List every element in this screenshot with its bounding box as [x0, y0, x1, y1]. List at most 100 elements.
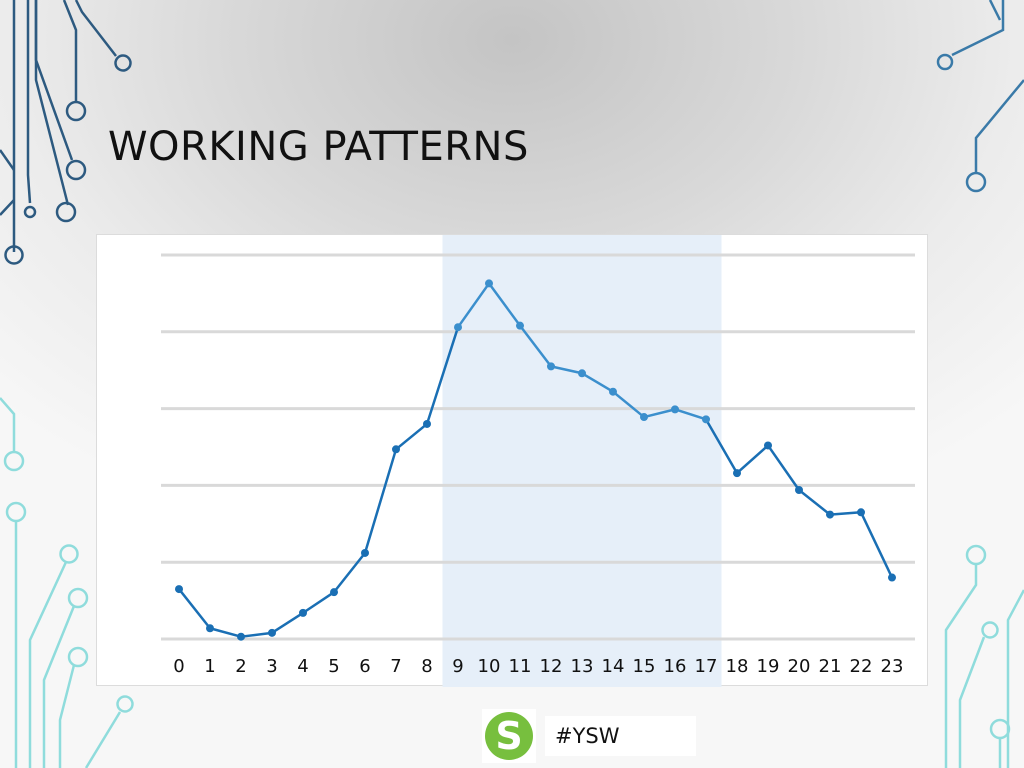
series-line-segment — [735, 444, 770, 475]
data-point — [888, 573, 896, 582]
x-tick-label: 1 — [204, 656, 215, 677]
data-point — [702, 415, 710, 424]
highlight-band — [442, 235, 722, 687]
series-line-segment — [642, 408, 677, 419]
series-line-segment — [270, 611, 305, 635]
circuit-node — [23, 205, 37, 219]
circuit-node — [5, 501, 27, 523]
data-point — [361, 548, 369, 557]
x-tick-label: 19 — [757, 656, 780, 677]
slide-title: WORKING PATTERNS — [108, 124, 529, 170]
circuit-node — [114, 54, 132, 72]
circuit-node — [936, 53, 954, 71]
series-line-segment — [332, 551, 367, 594]
circuit-node — [989, 718, 1011, 740]
series-line-segment — [797, 488, 832, 516]
circuit-node — [55, 201, 77, 223]
x-tick-label: 23 — [881, 656, 904, 677]
circuit-line — [974, 79, 1024, 172]
logo-icon: S — [485, 712, 533, 760]
series-line-segment — [487, 282, 522, 327]
circuit-line — [26, 0, 32, 204]
x-tick-label: 10 — [478, 656, 501, 677]
x-tick-label: 0 — [173, 656, 184, 677]
series-line-segment — [828, 511, 863, 516]
data-point — [857, 508, 865, 517]
series-line-segment — [394, 422, 429, 451]
data-point — [392, 445, 400, 454]
series-line-segment — [208, 626, 243, 638]
circuit-node — [65, 100, 87, 122]
series-line-segment — [549, 365, 584, 375]
circuit-node — [67, 646, 89, 668]
x-tick-label: 16 — [664, 656, 687, 677]
data-point — [826, 510, 834, 519]
data-point — [175, 585, 183, 594]
series-line-segment — [611, 390, 646, 419]
series-line-segment — [239, 631, 274, 638]
circuit-line — [958, 636, 986, 768]
data-point — [640, 413, 648, 422]
circuit-node — [4, 245, 24, 265]
circuit-node — [965, 171, 987, 193]
series-line-segment — [177, 587, 212, 630]
data-point — [516, 321, 524, 330]
circuit-node — [116, 695, 134, 713]
circuit-line — [1006, 589, 1024, 768]
x-tick-label: 11 — [509, 656, 532, 677]
x-tick-label: 17 — [695, 656, 718, 677]
x-tick-label: 12 — [540, 656, 563, 677]
data-point — [330, 588, 338, 597]
circuit-line — [34, 0, 74, 161]
circuit-line — [28, 561, 68, 768]
circuit-line — [0, 397, 16, 451]
x-tick-label: 4 — [297, 656, 308, 677]
circuit-line — [42, 605, 76, 768]
series-line-segment — [425, 325, 460, 426]
circuit-line — [84, 711, 122, 768]
circuit-line — [944, 564, 978, 768]
x-tick-label: 2 — [235, 656, 246, 677]
series-line-segment — [518, 324, 553, 368]
line-chart: 0 1 2 3 4 5 6 7 8 9 10 11 12 13 14 15 16 17 18 19 20 21 22 23 — [161, 235, 915, 687]
data-point — [578, 369, 586, 378]
circuit-node — [3, 450, 25, 472]
data-point — [671, 405, 679, 414]
x-tick-label: 14 — [602, 656, 625, 677]
hashtag-label: #YSW — [545, 716, 696, 756]
x-tick-label: 22 — [850, 656, 873, 677]
series-line-segment — [859, 511, 894, 579]
circuit-line — [62, 0, 78, 101]
x-tick-label: 13 — [571, 656, 594, 677]
series-line-segment — [301, 590, 336, 615]
x-tick-label: 8 — [421, 656, 432, 677]
circuit-line — [58, 664, 76, 768]
x-tick-label: 18 — [726, 656, 749, 677]
data-point — [299, 608, 307, 617]
x-tick-label: 6 — [359, 656, 370, 677]
x-tick-label: 9 — [452, 656, 463, 677]
data-point — [795, 486, 803, 495]
chart-panel: 0 1 2 3 4 5 6 7 8 9 10 11 12 13 14 15 16 17 18 19 20 21 22 23 — [96, 234, 928, 687]
circuit-node — [59, 544, 79, 564]
data-point — [609, 387, 617, 396]
circuit-line — [0, 149, 16, 171]
series-line-segment — [363, 448, 398, 555]
data-point — [764, 441, 772, 450]
x-tick-label: 7 — [390, 656, 401, 677]
data-point — [485, 279, 493, 288]
data-point — [206, 624, 214, 633]
x-tick-label: 21 — [819, 656, 842, 677]
data-point — [733, 469, 741, 478]
circuit-line — [74, 0, 117, 57]
x-tick-label: 20 — [788, 656, 811, 677]
x-tick-label: 3 — [266, 656, 277, 677]
x-tick-label: 5 — [328, 656, 339, 677]
series-line-segment — [580, 372, 615, 393]
circuit-line — [988, 0, 1002, 21]
data-point — [268, 628, 276, 637]
circuit-node — [67, 587, 89, 609]
data-point — [547, 362, 555, 371]
